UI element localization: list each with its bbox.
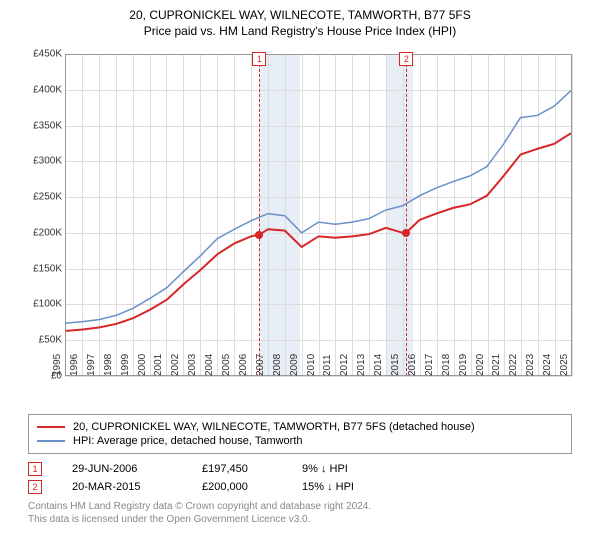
plot-area	[65, 54, 572, 376]
legend-item: HPI: Average price, detached house, Tamw…	[37, 435, 563, 447]
xtick: 2025	[559, 354, 585, 376]
ytick: £200K	[20, 227, 62, 238]
sale-row: 220-MAR-2015£200,00015% ↓ HPI	[28, 480, 572, 494]
ytick: £100K	[20, 299, 62, 310]
ytick: £300K	[20, 156, 62, 167]
chart-subtitle: Price paid vs. HM Land Registry's House …	[8, 24, 592, 38]
ytick: £50K	[20, 335, 62, 346]
sales-table: 129-JUN-2006£197,4509% ↓ HPI 220-MAR-2015…	[28, 462, 572, 494]
legend: 20, CUPRONICKEL WAY, WILNECOTE, TAMWORTH…	[28, 414, 572, 454]
sale-marker: 1	[252, 52, 266, 66]
ytick: £450K	[20, 49, 62, 60]
ytick: £350K	[20, 120, 62, 131]
chart-title: 20, CUPRONICKEL WAY, WILNECOTE, TAMWORTH…	[8, 8, 592, 22]
ytick: £250K	[20, 192, 62, 203]
chart: £0£50K£100K£150K£200K£250K£300K£350K£400…	[20, 46, 580, 406]
data-point	[402, 229, 410, 237]
line-series	[66, 55, 571, 375]
attribution: Contains HM Land Registry data © Crown c…	[28, 500, 572, 526]
sale-marker: 2	[399, 52, 413, 66]
ytick: £150K	[20, 263, 62, 274]
legend-item: 20, CUPRONICKEL WAY, WILNECOTE, TAMWORTH…	[37, 421, 563, 433]
data-point	[255, 231, 263, 239]
sale-row: 129-JUN-2006£197,4509% ↓ HPI	[28, 462, 572, 476]
ytick: £400K	[20, 84, 62, 95]
